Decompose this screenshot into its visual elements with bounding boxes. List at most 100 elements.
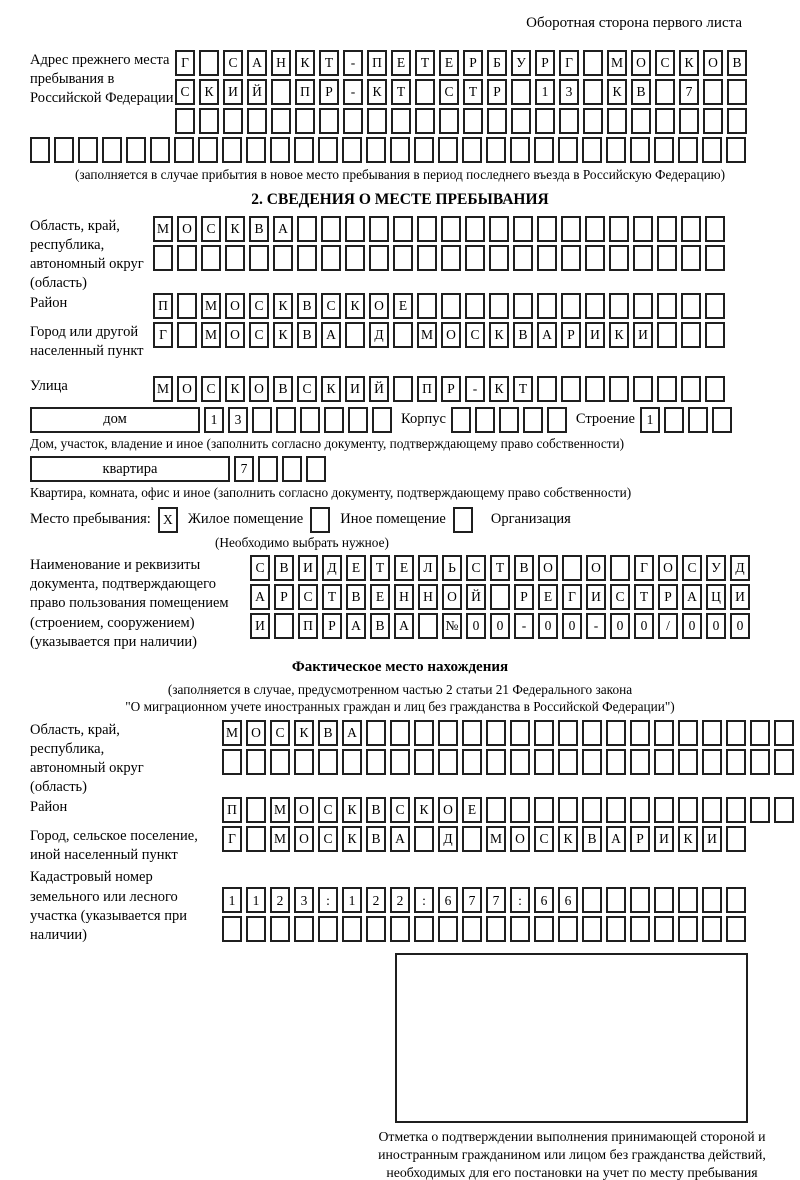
form-cell[interactable] (276, 406, 296, 433)
form-cell[interactable]: О (249, 375, 269, 402)
form-cell[interactable] (246, 136, 266, 163)
form-cell[interactable] (366, 748, 386, 775)
form-cell[interactable]: Д (369, 322, 389, 349)
form-cell[interactable] (705, 375, 725, 402)
form-cell[interactable]: Е (391, 49, 411, 76)
form-cell[interactable] (294, 136, 314, 163)
form-cell[interactable] (415, 78, 435, 105)
form-cell[interactable]: О (225, 322, 245, 349)
form-cell[interactable]: О (177, 215, 197, 242)
form-cell[interactable] (582, 748, 602, 775)
form-cell[interactable] (558, 719, 578, 746)
form-cell[interactable] (369, 215, 389, 242)
form-cell[interactable] (606, 887, 626, 914)
form-cell[interactable]: О (442, 584, 462, 611)
form-cell[interactable] (535, 107, 555, 134)
form-cell[interactable] (300, 406, 320, 433)
form-cell[interactable] (222, 136, 242, 163)
form-cell[interactable]: 1 (222, 887, 242, 914)
form-cell[interactable] (679, 107, 699, 134)
form-cell[interactable]: С (223, 49, 243, 76)
form-cell[interactable] (222, 748, 242, 775)
form-cell[interactable] (463, 107, 483, 134)
form-cell[interactable]: 7 (679, 78, 699, 105)
form-cell[interactable] (582, 916, 602, 943)
form-cell[interactable] (474, 406, 495, 433)
form-cell[interactable] (702, 887, 722, 914)
form-cell[interactable] (609, 244, 629, 271)
form-cell[interactable] (199, 107, 219, 134)
form-cell[interactable] (727, 107, 747, 134)
form-cell[interactable]: Г (222, 826, 242, 853)
form-cell[interactable]: С (175, 78, 195, 105)
form-cell[interactable] (462, 719, 482, 746)
form-cell[interactable] (390, 916, 410, 943)
form-cell[interactable] (657, 215, 677, 242)
form-cell[interactable]: Р (561, 322, 581, 349)
form-cell[interactable]: В (370, 613, 390, 640)
form-cell[interactable]: Г (559, 49, 579, 76)
form-cell[interactable] (175, 107, 195, 134)
form-cell[interactable] (678, 748, 698, 775)
form-cell[interactable]: П (222, 797, 242, 824)
form-cell[interactable]: И (585, 322, 605, 349)
form-cell[interactable] (513, 215, 533, 242)
form-cell[interactable] (247, 107, 267, 134)
form-cell[interactable] (702, 136, 722, 163)
form-cell[interactable]: С (201, 215, 221, 242)
form-cell[interactable] (583, 107, 603, 134)
form-cell[interactable] (343, 107, 363, 134)
form-cell[interactable] (750, 719, 770, 746)
form-cell[interactable]: Е (346, 555, 366, 582)
form-cell[interactable] (510, 916, 530, 943)
form-cell[interactable]: Г (175, 49, 195, 76)
form-cell[interactable] (78, 136, 98, 163)
form-cell[interactable] (252, 406, 272, 433)
form-cell[interactable]: К (367, 78, 387, 105)
form-cell[interactable] (609, 215, 629, 242)
form-cell[interactable]: Д (322, 555, 342, 582)
form-cell[interactable]: К (679, 49, 699, 76)
form-cell[interactable]: 0 (562, 613, 582, 640)
form-cell[interactable] (534, 748, 554, 775)
form-cell[interactable]: С (439, 78, 459, 105)
form-cell[interactable]: 0 (490, 613, 510, 640)
form-cell[interactable]: М (270, 826, 290, 853)
form-cell[interactable] (324, 406, 344, 433)
form-cell[interactable] (417, 293, 437, 320)
form-cell[interactable]: И (702, 826, 722, 853)
form-cell[interactable]: - (465, 375, 485, 402)
form-cell[interactable]: С (390, 797, 410, 824)
form-cell[interactable]: А (390, 826, 410, 853)
form-cell[interactable]: Б (487, 49, 507, 76)
form-cell[interactable] (489, 244, 509, 271)
form-cell[interactable] (630, 887, 650, 914)
form-cell[interactable]: В (727, 49, 747, 76)
form-cell[interactable]: С (465, 322, 485, 349)
form-cell[interactable] (274, 613, 294, 640)
form-cell[interactable]: С (250, 555, 270, 582)
form-cell[interactable]: - (586, 613, 606, 640)
form-cell[interactable]: А (346, 613, 366, 640)
form-cell[interactable] (462, 748, 482, 775)
form-cell[interactable]: О (441, 322, 461, 349)
form-cell[interactable] (418, 613, 438, 640)
form-cell[interactable]: С (270, 719, 290, 746)
form-cell[interactable] (702, 748, 722, 775)
form-cell[interactable] (657, 375, 677, 402)
form-cell[interactable]: М (270, 797, 290, 824)
form-cell[interactable] (414, 719, 434, 746)
form-cell[interactable]: П (417, 375, 437, 402)
form-cell[interactable]: А (394, 613, 414, 640)
form-cell[interactable] (54, 136, 74, 163)
form-cell[interactable]: Т (634, 584, 654, 611)
form-cell[interactable]: К (678, 826, 698, 853)
form-cell[interactable] (414, 826, 434, 853)
form-cell[interactable]: 2 (390, 887, 410, 914)
form-cell[interactable]: 0 (466, 613, 486, 640)
form-cell[interactable]: 3 (559, 78, 579, 105)
form-cell[interactable] (366, 916, 386, 943)
form-cell[interactable]: К (489, 375, 509, 402)
form-cell[interactable]: К (345, 293, 365, 320)
form-cell[interactable]: И (586, 584, 606, 611)
